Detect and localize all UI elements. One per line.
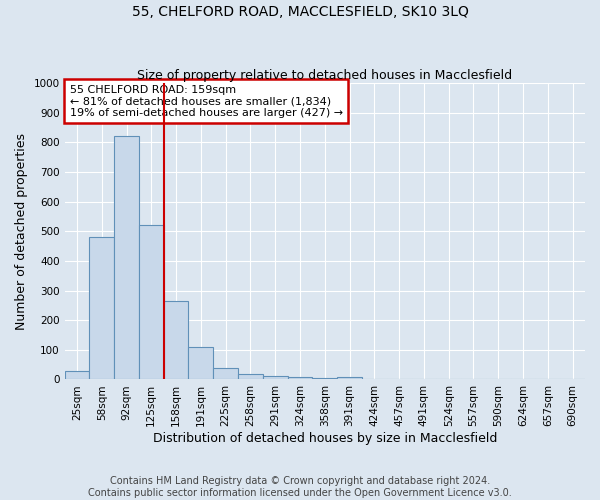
Text: Contains HM Land Registry data © Crown copyright and database right 2024.
Contai: Contains HM Land Registry data © Crown c…: [88, 476, 512, 498]
Bar: [238, 374, 263, 380]
Bar: [213, 368, 238, 380]
Bar: [65, 370, 89, 380]
Bar: [188, 347, 213, 380]
Bar: [114, 136, 139, 380]
Bar: [139, 226, 164, 380]
Bar: [313, 378, 337, 380]
Title: Size of property relative to detached houses in Macclesfield: Size of property relative to detached ho…: [137, 69, 512, 82]
Text: 55 CHELFORD ROAD: 159sqm
← 81% of detached houses are smaller (1,834)
19% of sem: 55 CHELFORD ROAD: 159sqm ← 81% of detach…: [70, 84, 343, 118]
Text: 55, CHELFORD ROAD, MACCLESFIELD, SK10 3LQ: 55, CHELFORD ROAD, MACCLESFIELD, SK10 3L…: [131, 5, 469, 19]
Bar: [337, 377, 362, 380]
Bar: [287, 377, 313, 380]
X-axis label: Distribution of detached houses by size in Macclesfield: Distribution of detached houses by size …: [152, 432, 497, 445]
Bar: [263, 376, 287, 380]
Y-axis label: Number of detached properties: Number of detached properties: [15, 133, 28, 330]
Bar: [164, 301, 188, 380]
Bar: [89, 237, 114, 380]
